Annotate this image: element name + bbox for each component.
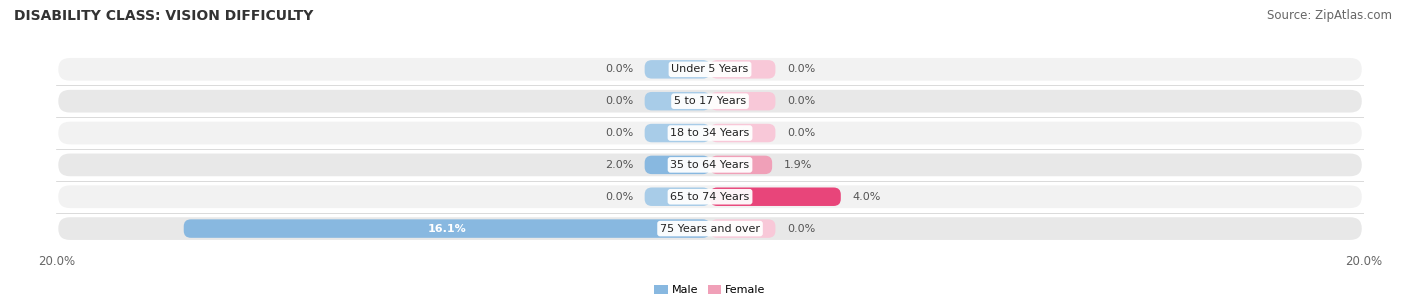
FancyBboxPatch shape [56,88,1364,114]
Text: 35 to 64 Years: 35 to 64 Years [671,160,749,170]
FancyBboxPatch shape [644,60,710,78]
FancyBboxPatch shape [56,184,1364,209]
FancyBboxPatch shape [710,188,841,206]
Text: 0.0%: 0.0% [605,128,633,138]
FancyBboxPatch shape [644,124,710,142]
Text: 0.0%: 0.0% [787,223,815,233]
Text: Under 5 Years: Under 5 Years [672,64,748,74]
FancyBboxPatch shape [710,156,772,174]
Text: 1.9%: 1.9% [783,160,811,170]
FancyBboxPatch shape [710,219,776,238]
Text: 0.0%: 0.0% [605,192,633,202]
Text: 16.1%: 16.1% [427,223,467,233]
Text: DISABILITY CLASS: VISION DIFFICULTY: DISABILITY CLASS: VISION DIFFICULTY [14,9,314,23]
Text: 0.0%: 0.0% [605,96,633,106]
FancyBboxPatch shape [56,57,1364,82]
FancyBboxPatch shape [644,156,710,174]
Text: 0.0%: 0.0% [787,64,815,74]
FancyBboxPatch shape [56,152,1364,178]
Text: 75 Years and over: 75 Years and over [659,223,761,233]
Text: 2.0%: 2.0% [605,160,633,170]
FancyBboxPatch shape [56,120,1364,146]
Text: Source: ZipAtlas.com: Source: ZipAtlas.com [1267,9,1392,22]
FancyBboxPatch shape [184,219,710,238]
FancyBboxPatch shape [710,92,776,110]
Text: 4.0%: 4.0% [852,192,880,202]
Text: 5 to 17 Years: 5 to 17 Years [673,96,747,106]
FancyBboxPatch shape [56,216,1364,241]
Text: 0.0%: 0.0% [605,64,633,74]
Legend: Male, Female: Male, Female [650,281,770,300]
Text: 18 to 34 Years: 18 to 34 Years [671,128,749,138]
Text: 0.0%: 0.0% [787,128,815,138]
FancyBboxPatch shape [644,92,710,110]
FancyBboxPatch shape [644,188,710,206]
Text: 65 to 74 Years: 65 to 74 Years [671,192,749,202]
FancyBboxPatch shape [710,60,776,78]
FancyBboxPatch shape [710,124,776,142]
Text: 0.0%: 0.0% [787,96,815,106]
